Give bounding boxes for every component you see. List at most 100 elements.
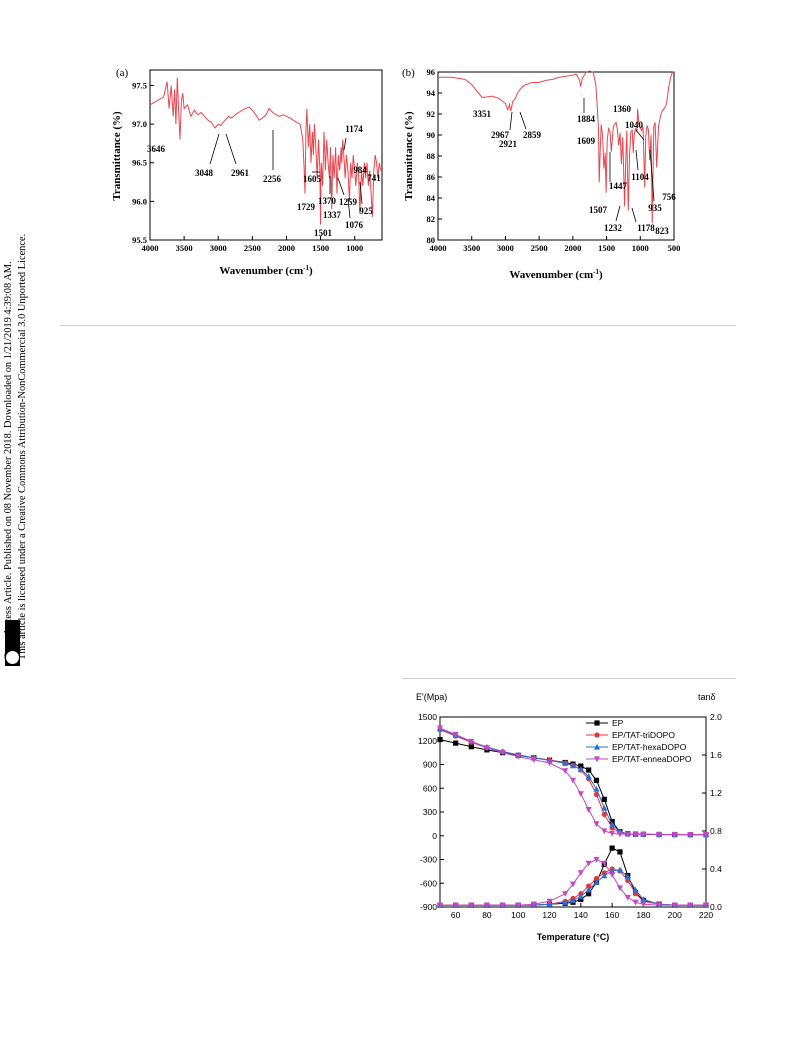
peak-annotation: 1076 xyxy=(345,220,364,230)
y-axis-label-a: Transmittance (%) xyxy=(111,111,123,201)
y-tick-label: 86 xyxy=(427,172,436,182)
peak-annotation: 1884 xyxy=(577,114,596,124)
legend-label: EP/TAT-enneaDOPO xyxy=(612,754,692,764)
data-point xyxy=(468,738,475,745)
y-tick-label-left: 1200 xyxy=(418,736,437,746)
data-point xyxy=(586,883,592,889)
y-tick-label: 94 xyxy=(427,88,436,98)
y-tick-label: 96 xyxy=(427,67,436,77)
data-point xyxy=(671,832,678,838)
y-tick-label-left: 1500 xyxy=(418,712,437,722)
peak-annotation: 1609 xyxy=(577,136,596,146)
y-tick-label-left: 600 xyxy=(423,783,437,793)
y-tick-label: 96.0 xyxy=(132,196,147,206)
data-point xyxy=(570,897,576,903)
y-tick-label: 88 xyxy=(427,151,436,161)
y-tick-label-right: 2.0 xyxy=(710,712,722,722)
data-point xyxy=(585,886,592,893)
data-point xyxy=(687,902,694,909)
data-point xyxy=(601,804,608,811)
data-point xyxy=(671,902,678,909)
data-point xyxy=(577,791,584,797)
x-tick-label: 2000 xyxy=(278,243,295,253)
data-point xyxy=(609,845,615,851)
divider-bottom xyxy=(402,678,736,679)
x-tick-label: 140 xyxy=(574,910,588,920)
y-tick-label: 96.5 xyxy=(132,158,147,168)
data-point xyxy=(585,773,592,779)
peak-annotation: 2859 xyxy=(523,130,542,140)
data-point xyxy=(616,831,623,838)
license-notice-line2: This article is licensed under a Creativ… xyxy=(17,233,28,660)
data-point xyxy=(593,856,600,863)
data-point xyxy=(594,720,600,726)
spectrum-line xyxy=(149,77,382,225)
data-point xyxy=(483,902,490,909)
data-point xyxy=(594,732,600,738)
legend-item: EP/TAT-enneaDOPO xyxy=(586,754,692,764)
data-point xyxy=(609,821,616,828)
peak-annotation: 1501 xyxy=(314,228,333,238)
y-axis-label-b: Transmittance (%) xyxy=(403,111,415,201)
data-point xyxy=(562,899,569,905)
x-tick-label: 1000 xyxy=(346,243,363,253)
data-point xyxy=(437,736,443,743)
data-point xyxy=(468,744,474,750)
data-point xyxy=(577,893,584,900)
y-tick-label-left: 300 xyxy=(423,807,437,817)
annotation-arrow xyxy=(635,129,645,141)
data-point xyxy=(624,831,631,838)
y-tick-label: 97.5 xyxy=(132,80,147,90)
data-point xyxy=(499,902,506,909)
peak-annotation: 1337 xyxy=(323,210,342,220)
peak-annotation: 2921 xyxy=(499,139,518,149)
peak-annotation: 741 xyxy=(367,173,381,183)
data-point xyxy=(453,740,459,746)
cc-badge[interactable] xyxy=(5,620,20,666)
peak-annotation: 1507 xyxy=(589,205,608,215)
x-tick-label: 2500 xyxy=(531,243,548,253)
peak-annotation: 3646 xyxy=(147,144,166,154)
data-point xyxy=(593,875,600,882)
peak-annotation: 1174 xyxy=(345,124,363,134)
peak-annotation: 935 xyxy=(648,203,662,213)
data-point xyxy=(593,777,600,783)
data-point xyxy=(617,849,623,855)
data-point xyxy=(656,832,663,838)
x-tick-label: 1500 xyxy=(312,243,329,253)
plot-area-a xyxy=(149,69,383,241)
annotation-arrow xyxy=(635,149,639,171)
data-point xyxy=(616,885,623,892)
data-point xyxy=(577,870,584,876)
data-point xyxy=(601,828,608,835)
data-point xyxy=(499,750,506,756)
peak-annotation: 3351 xyxy=(473,109,492,119)
peak-annotation: 2967 xyxy=(491,130,510,140)
data-point xyxy=(616,866,623,873)
annotation-arrow xyxy=(631,207,637,223)
data-point xyxy=(546,760,553,767)
annotation-arrow xyxy=(209,133,220,165)
series-EP/TAT-hexaDOPO xyxy=(437,725,709,908)
data-point xyxy=(530,757,537,763)
peak-annotation: 1605 xyxy=(303,174,322,184)
x-tick-label: 220 xyxy=(699,910,713,920)
x-tick-label: 3000 xyxy=(210,243,227,253)
annotation-arrow xyxy=(343,137,347,151)
data-point xyxy=(437,902,443,909)
license-notice-line1: Open Access Article. Published on 08 Nov… xyxy=(3,261,14,660)
data-point xyxy=(640,831,647,838)
x-tick-label: 120 xyxy=(542,910,556,920)
data-point xyxy=(640,896,647,902)
data-point xyxy=(586,767,592,773)
x-tick-label: 4000 xyxy=(142,243,159,253)
data-point xyxy=(585,807,592,813)
data-point xyxy=(593,821,600,828)
x-axis-label-dma: Temperature (°C) xyxy=(537,932,609,942)
x-tick-label: 200 xyxy=(668,910,682,920)
data-point xyxy=(586,891,592,897)
x-tick-label: 1000 xyxy=(632,243,649,253)
x-tick-label: 60 xyxy=(451,910,461,920)
x-tick-label: 2500 xyxy=(244,243,261,253)
data-point xyxy=(703,832,709,838)
